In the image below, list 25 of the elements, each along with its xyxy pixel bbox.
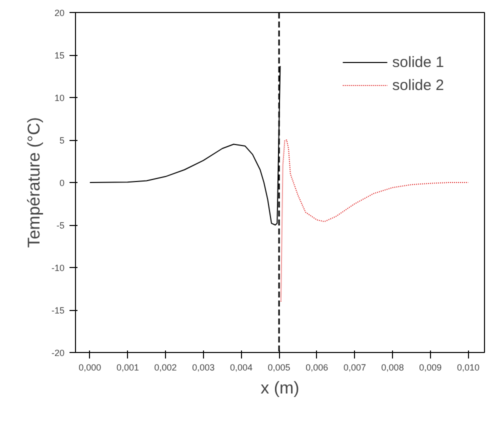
y-axis-title: Température (°C) [24,117,44,248]
y-tick-label: -5 [56,220,65,230]
y-tick-label: -15 [51,306,65,316]
y-tick-label: 5 [59,136,65,146]
y-tick-label: 15 [54,50,65,60]
x-axis-title: x (m) [260,378,300,398]
x-tick-label: 0,007 [343,362,366,372]
x-tick-label: 0,005 [268,362,290,372]
legend-label: solide 2 [392,76,444,94]
x-tick-label: 0,000 [78,362,102,372]
y-tick-label: 10 [54,93,65,103]
x-tick-label: 0,008 [381,362,404,372]
x-tick-label: 0,003 [192,362,215,372]
x-tick-label: 0,009 [419,362,442,372]
y-tick-label: 20 [54,8,65,18]
y-tick-label: -10 [51,263,65,273]
x-tick-label: 0,004 [230,362,252,372]
x-tick-label: 0,002 [154,362,177,372]
x-tick-label: 0,010 [456,362,480,372]
x-tick-label: 0,006 [306,362,328,372]
y-tick-label: 0 [59,178,65,188]
y-tick-label: -20 [51,348,65,358]
line-series [280,140,469,302]
x-tick-label: 0,001 [116,362,139,372]
legend-label: solide 1 [392,54,444,70]
